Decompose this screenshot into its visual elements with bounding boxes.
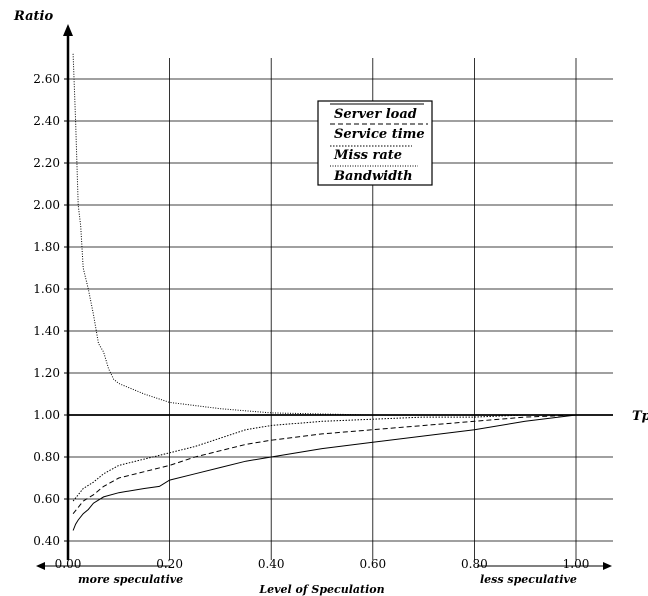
y-tick-label-0.60: 0.60	[33, 492, 60, 506]
grid	[68, 58, 613, 560]
x-tick-label-1.00: 1.00	[563, 557, 590, 571]
tick-labels: 0.40 0.60 0.80 1.00 1.20 1.40 1.60 1.80 2.00 2.20…	[33, 72, 589, 571]
legend-label-miss-rate: Miss rate	[333, 148, 402, 163]
more-speculative-note: more speculative	[78, 573, 183, 586]
legend-entry-server-load: Server load	[330, 103, 424, 122]
y-axis-title: Ratio	[13, 9, 53, 24]
series-line-service-time	[72, 414, 577, 515]
axes	[63, 24, 73, 560]
legend-label-server-load: Server load	[334, 107, 417, 122]
x-tick-label-0.40: 0.40	[258, 557, 285, 571]
y-tick-label-1.20: 1.20	[33, 366, 60, 380]
more-speculative-arrowhead	[36, 562, 45, 570]
less-speculative-arrowhead	[603, 562, 612, 570]
series-line-miss-rate	[72, 414, 576, 502]
y-tick-label-2.60: 2.60	[33, 72, 60, 86]
y-tick-label-1.00: 1.00	[33, 408, 60, 422]
legend-label-service-time: Service time	[334, 127, 425, 142]
legend-label-bandwidth: Bandwidth	[333, 169, 413, 184]
y-tick-label-0.80: 0.80	[33, 450, 60, 464]
y-tick-label-2.40: 2.40	[33, 114, 60, 128]
less-speculative-note: less speculative	[480, 573, 577, 586]
legend: Server load Service time Miss rate Bandw…	[317, 100, 433, 186]
legend-entry-service-time: Service time	[330, 123, 428, 142]
x-axis-end-label: Tp	[632, 409, 648, 424]
legend-box	[317, 100, 433, 186]
y-tick-label-1.60: 1.60	[33, 282, 60, 296]
legend-entry-bandwidth: Bandwidth	[330, 165, 418, 184]
y-tick-label-0.40: 0.40	[33, 534, 60, 548]
x-axis-title: Level of Speculation	[258, 583, 384, 596]
y-tick-label-2.20: 2.20	[33, 156, 60, 170]
y-tick-label-2.00: 2.00	[33, 198, 60, 212]
x-tick-label-0.20: 0.20	[156, 557, 183, 571]
x-tick-label-0.60: 0.60	[359, 557, 386, 571]
x-tick-label-0.80: 0.80	[461, 557, 488, 571]
y-tick-label-1.40: 1.40	[33, 324, 60, 338]
series-line-server-load	[72, 414, 577, 531]
y-tick-label-1.80: 1.80	[33, 240, 60, 254]
x-tick-label-0.00: 0.00	[55, 557, 82, 571]
series-lines	[72, 53, 577, 531]
y-axis-arrowhead	[63, 24, 73, 36]
legend-entry-miss-rate: Miss rate	[330, 145, 412, 163]
speculation-arrows	[36, 562, 612, 570]
